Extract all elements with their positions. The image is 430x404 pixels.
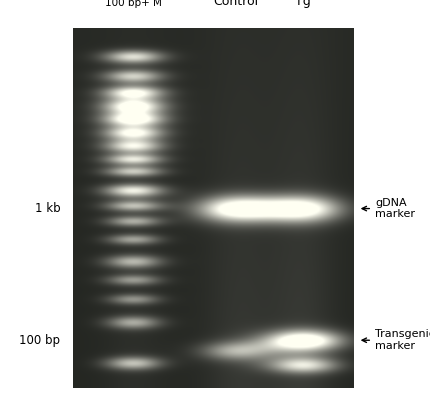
Text: 100 bp: 100 bp (19, 334, 60, 347)
Text: Transgenic
marker: Transgenic marker (361, 329, 430, 351)
Text: Tg: Tg (295, 0, 310, 8)
Text: Control: Control (212, 0, 258, 8)
Text: gDNA
marker: gDNA marker (361, 198, 414, 219)
Text: 1 kb: 1 kb (35, 202, 60, 215)
Text: 100 bp+ M: 100 bp+ M (104, 0, 161, 8)
